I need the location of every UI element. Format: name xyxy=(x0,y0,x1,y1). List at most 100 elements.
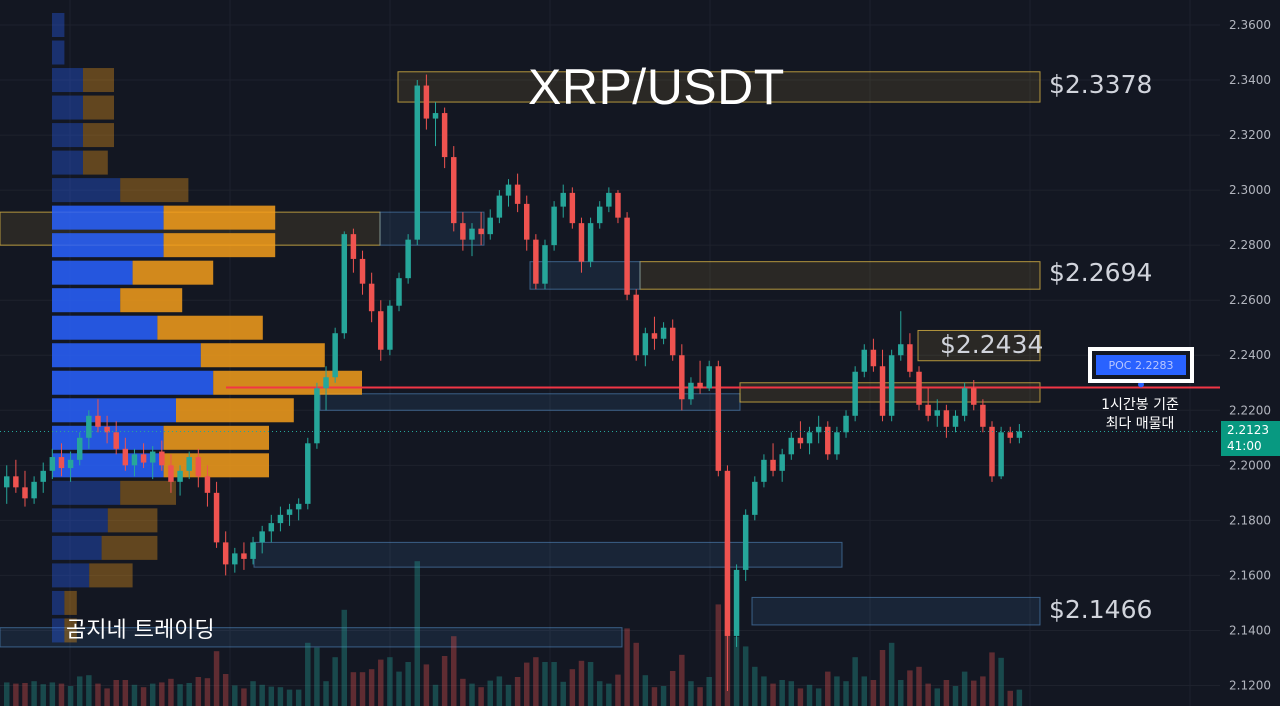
candle-94 xyxy=(861,349,868,372)
candle-20 xyxy=(186,457,192,471)
volume-bar-82 xyxy=(752,666,758,706)
volume-bar-25 xyxy=(232,685,238,706)
volume-bar-29 xyxy=(268,686,275,706)
candle-36 xyxy=(332,333,338,378)
profile-orange-19 xyxy=(101,535,158,560)
candle-19 xyxy=(177,470,183,482)
candle-26 xyxy=(241,553,247,559)
candle-49 xyxy=(451,157,457,224)
profile-blue-3 xyxy=(52,95,83,120)
candle-70 xyxy=(642,333,649,356)
volume-bar-68 xyxy=(624,628,630,706)
volume-bar-108 xyxy=(989,652,995,706)
zone-4 xyxy=(529,261,641,290)
volume-bar-8 xyxy=(76,676,83,706)
profile-blue-20 xyxy=(52,563,90,588)
candle-44 xyxy=(405,239,411,279)
profile-orange-21 xyxy=(64,590,77,615)
candle-99 xyxy=(907,344,913,372)
volume-bar-31 xyxy=(286,689,293,706)
volume-bar-99 xyxy=(907,670,913,706)
volume-bar-89 xyxy=(815,688,822,706)
profile-blue-14 xyxy=(52,398,176,423)
candle-54 xyxy=(496,195,503,218)
volume-bar-78 xyxy=(715,604,722,706)
volume-bar-63 xyxy=(578,660,585,706)
volume-bar-42 xyxy=(387,657,393,706)
profile-orange-9 xyxy=(132,260,214,285)
candle-41 xyxy=(378,311,384,350)
y-tick-2: 2.3200 xyxy=(1229,128,1271,142)
candle-11 xyxy=(104,426,110,433)
volume-bar-109 xyxy=(998,657,1004,706)
y-tick-12: 2.1200 xyxy=(1229,678,1271,692)
volume-bar-32 xyxy=(295,689,302,706)
profile-blue-8 xyxy=(52,233,164,258)
volume-bar-90 xyxy=(825,671,831,706)
profile-blue-19 xyxy=(52,535,102,560)
profile-blue-17 xyxy=(52,480,121,505)
y-tick-9: 2.1800 xyxy=(1229,513,1271,527)
candle-65 xyxy=(596,206,603,224)
candle-105 xyxy=(961,388,968,416)
candle-6 xyxy=(58,457,65,469)
volume-bar-38 xyxy=(350,672,357,706)
candle-59 xyxy=(542,245,548,284)
volume-bar-75 xyxy=(688,681,694,706)
volume-bar-0 xyxy=(4,682,10,706)
candle-107 xyxy=(980,404,986,427)
profile-orange-6 xyxy=(120,178,189,203)
profile-blue-6 xyxy=(52,178,121,203)
volume-bar-73 xyxy=(669,671,676,706)
profile-blue-13 xyxy=(52,370,214,395)
zone-6 xyxy=(319,393,741,411)
profile-blue-7 xyxy=(52,205,164,230)
y-tick-5: 2.2600 xyxy=(1229,293,1271,307)
volume-bar-13 xyxy=(122,680,129,706)
volume-bar-101 xyxy=(925,683,931,706)
volume-bar-27 xyxy=(250,681,256,706)
candle-31 xyxy=(286,509,293,515)
profile-orange-12 xyxy=(200,343,325,368)
candle-47 xyxy=(432,113,439,119)
candle-108 xyxy=(989,426,995,477)
candle-13 xyxy=(122,448,129,466)
volume-bar-95 xyxy=(870,680,877,706)
candle-93 xyxy=(852,371,858,416)
volume-bar-51 xyxy=(469,683,475,706)
zone-9 xyxy=(751,596,1041,626)
zone-5 xyxy=(917,329,1041,362)
volume-bar-106 xyxy=(971,680,977,706)
candle-23 xyxy=(213,492,220,543)
candle-24 xyxy=(222,542,229,565)
candle-53 xyxy=(487,217,493,235)
candle-64 xyxy=(587,223,594,262)
candle-100 xyxy=(916,371,922,405)
last-price-value: 2.2123 xyxy=(1227,423,1269,437)
profile-orange-20 xyxy=(89,563,133,588)
candle-21 xyxy=(195,457,202,477)
candle-79 xyxy=(724,470,731,636)
zone-0 xyxy=(397,71,1041,103)
profile-blue-11 xyxy=(52,315,158,340)
volume-bar-1 xyxy=(13,683,19,706)
volume-bar-67 xyxy=(615,674,621,706)
y-tick-4: 2.2800 xyxy=(1229,238,1271,252)
volume-bar-66 xyxy=(606,683,612,706)
volume-bar-87 xyxy=(797,688,804,706)
candle-103 xyxy=(943,410,950,427)
volume-bar-26 xyxy=(241,688,247,706)
candle-35 xyxy=(323,377,329,389)
volume-bar-54 xyxy=(496,676,503,706)
candle-7 xyxy=(67,459,74,469)
volume-bar-33 xyxy=(305,642,311,706)
volume-bar-105 xyxy=(961,671,968,706)
candle-104 xyxy=(952,415,959,427)
volume-bar-6 xyxy=(58,683,65,706)
volume-bar-3 xyxy=(31,681,37,706)
candle-78 xyxy=(715,366,722,471)
profile-orange-22 xyxy=(64,618,77,643)
volume-bar-2 xyxy=(22,683,28,706)
